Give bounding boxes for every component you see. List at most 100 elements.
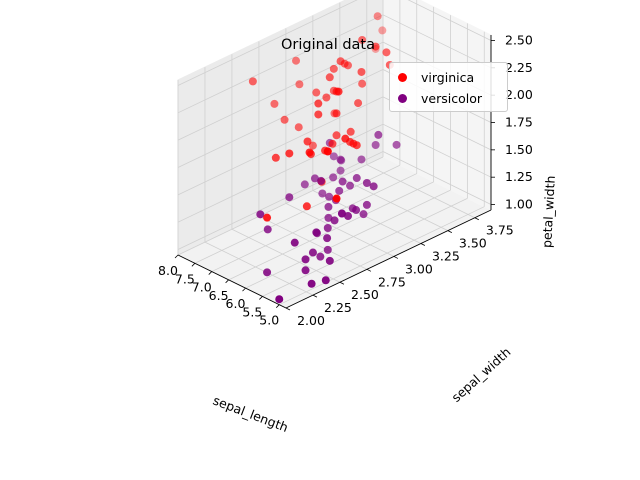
- y-tick-mark: [420, 243, 426, 246]
- grid-line-z-back: [382, 123, 492, 178]
- x-tick-label: 6.5: [209, 288, 229, 303]
- data-point-versicolor: [324, 213, 333, 222]
- data-point-virginica: [358, 35, 367, 44]
- legend-label-virginica: virginica: [421, 69, 475, 85]
- data-point-virginica: [312, 88, 321, 97]
- y-tick-mark: [285, 307, 291, 311]
- data-point-versicolor: [263, 225, 272, 234]
- data-point-versicolor: [362, 200, 371, 209]
- z-tick-label: 1.00: [505, 197, 533, 212]
- data-point-versicolor: [312, 228, 321, 237]
- x-tick-label: 7.5: [175, 271, 195, 286]
- data-point-virginica: [323, 147, 332, 156]
- data-point-virginica: [305, 148, 314, 157]
- data-point-versicolor: [357, 155, 366, 164]
- data-point-virginica: [322, 93, 331, 102]
- data-point-versicolor: [329, 173, 338, 182]
- x-tick-mark: [259, 296, 263, 300]
- grid-line-x-floor: [245, 189, 451, 289]
- y-tick-label: 3.25: [432, 249, 460, 264]
- x-tick-label: 5.0: [259, 313, 279, 328]
- data-point-versicolor: [321, 276, 330, 285]
- x-tick-label: 5.5: [242, 304, 262, 319]
- data-point-virginica: [325, 73, 334, 82]
- data-point-versicolor: [300, 180, 309, 189]
- data-point-versicolor: [374, 130, 383, 139]
- y-tick-mark: [474, 217, 479, 221]
- y-tick-mark: [447, 230, 453, 233]
- data-point-versicolor: [344, 212, 353, 221]
- z-tick-label: 2.50: [505, 32, 533, 47]
- data-point-virginica: [336, 57, 345, 66]
- data-point-versicolor: [275, 295, 284, 304]
- data-point-virginica: [354, 99, 363, 108]
- data-point-virginica: [341, 134, 350, 143]
- data-point-versicolor: [352, 206, 361, 215]
- grid-line-y-floor: [258, 215, 368, 270]
- data-point-virginica: [329, 64, 338, 73]
- grid-line-z-side: [177, 0, 358, 86]
- z-tick-label: 2.00: [505, 87, 533, 102]
- data-point-versicolor: [316, 252, 325, 261]
- x-axis-label: sepal_length: [211, 393, 290, 435]
- data-point-versicolor: [301, 255, 310, 264]
- x-tick-mark: [174, 254, 179, 259]
- data-point-virginica: [263, 213, 272, 222]
- data-point-versicolor: [336, 155, 345, 164]
- legend: virginica versicolor: [389, 62, 508, 112]
- x-tick-label: 6.0: [226, 296, 246, 311]
- legend-item-versicolor: versicolor: [398, 89, 482, 107]
- data-point-versicolor: [323, 245, 332, 254]
- data-point-virginica: [294, 123, 303, 132]
- grid-line-x-floor: [211, 173, 417, 272]
- data-point-virginica: [332, 131, 341, 140]
- data-point-virginica: [328, 139, 337, 148]
- z-tick-label: 2.25: [505, 60, 533, 75]
- data-point-virginica: [248, 77, 257, 86]
- data-point-virginica: [302, 202, 311, 211]
- data-point-versicolor: [335, 186, 344, 195]
- y-tick-mark: [393, 256, 399, 259]
- grid-line-x-floor: [177, 156, 384, 256]
- data-point-versicolor: [325, 192, 334, 201]
- y-axis-label: sepal_width: [448, 344, 513, 405]
- data-point-virginica: [332, 109, 341, 118]
- data-point-virginica: [332, 194, 341, 203]
- x-tick-label: 8.0: [158, 263, 178, 278]
- data-point-versicolor: [323, 234, 332, 243]
- chart-title: Original data: [281, 37, 375, 53]
- data-point-versicolor: [317, 176, 326, 185]
- data-point-virginica: [352, 141, 361, 150]
- data-point-versicolor: [318, 189, 327, 198]
- data-point-virginica: [334, 87, 343, 96]
- data-point-versicolor: [338, 177, 347, 186]
- data-point-virginica: [280, 115, 289, 124]
- data-point-versicolor: [362, 179, 371, 188]
- y-tick-mark: [312, 294, 318, 298]
- grid-line-y-floor: [285, 203, 395, 257]
- x-tick-mark: [242, 287, 246, 292]
- grid-line-x-floor: [279, 206, 485, 306]
- data-point-virginica: [382, 48, 391, 57]
- grid-line-x-floor: [228, 181, 434, 281]
- data-point-versicolor: [325, 256, 334, 265]
- data-point-versicolor: [329, 152, 338, 161]
- x-tick-label: 7.0: [192, 280, 212, 295]
- data-point-virginica: [303, 137, 312, 146]
- grid-line-x-floor: [262, 198, 468, 297]
- data-point-versicolor: [369, 182, 378, 191]
- y-tick-label: 3.50: [459, 236, 487, 251]
- grid-line-z-side: [177, 41, 384, 141]
- grid-line-z-side: [177, 96, 384, 196]
- y-tick-label: 3.75: [486, 223, 514, 238]
- data-point-virginica: [358, 79, 367, 88]
- data-point-virginica: [285, 149, 294, 158]
- y-tick-label: 2.75: [378, 274, 406, 289]
- data-point-versicolor: [392, 140, 401, 149]
- y-tick-label: 2.25: [324, 300, 352, 315]
- data-point-virginica: [346, 127, 355, 136]
- grid-line-y-floor: [339, 177, 449, 231]
- data-point-versicolor: [263, 268, 272, 277]
- data-point-virginica: [371, 42, 380, 51]
